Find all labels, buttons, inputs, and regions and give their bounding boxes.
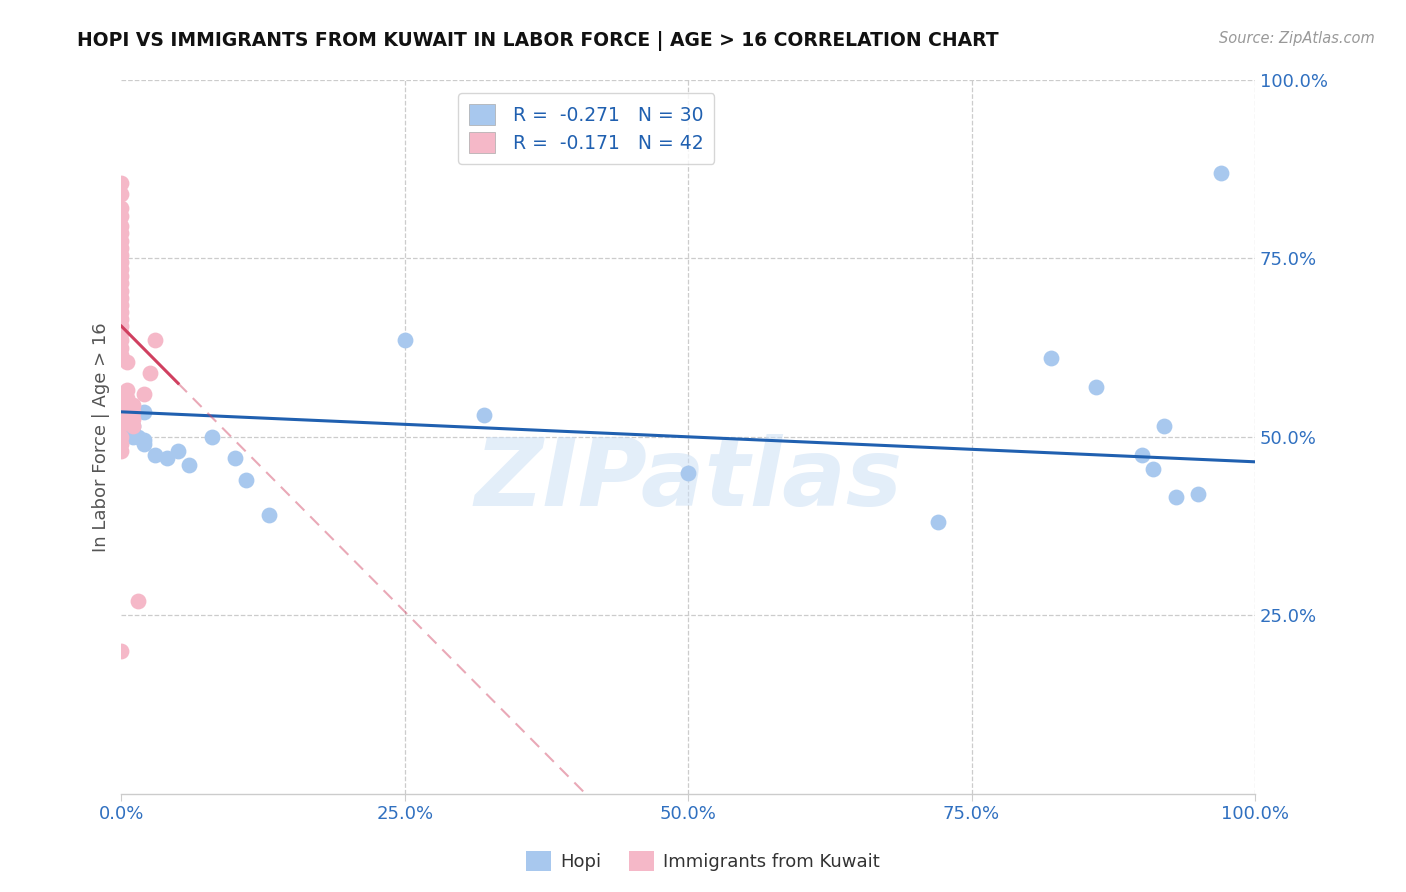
Point — [110, 312, 132, 326]
Point — [145, 334, 167, 348]
Point — [110, 319, 132, 334]
Point — [115, 416, 138, 430]
Point — [110, 298, 132, 312]
Point — [201, 430, 224, 444]
Point — [110, 341, 132, 355]
Point — [110, 291, 132, 305]
Point — [676, 466, 699, 480]
Point — [167, 444, 190, 458]
Point — [115, 405, 138, 419]
Point — [110, 644, 132, 658]
Point — [110, 277, 132, 291]
Point — [257, 508, 280, 523]
Point — [110, 241, 132, 255]
Point — [1209, 166, 1232, 180]
Point — [121, 409, 143, 423]
Point — [110, 209, 132, 223]
Point — [110, 305, 132, 319]
Point — [127, 594, 149, 608]
Point — [110, 187, 132, 202]
Point — [115, 416, 138, 430]
Point — [115, 405, 138, 419]
Point — [110, 269, 132, 284]
Point — [115, 355, 138, 369]
Point — [110, 177, 132, 191]
Point — [115, 398, 138, 412]
Point — [110, 262, 132, 277]
Point — [110, 248, 132, 262]
Point — [110, 255, 132, 269]
Point — [121, 430, 143, 444]
Text: ZIPatlas: ZIPatlas — [474, 434, 903, 525]
Point — [120, 426, 142, 441]
Point — [110, 437, 132, 451]
Point — [110, 219, 132, 234]
Point — [121, 419, 143, 434]
Point — [1187, 487, 1209, 501]
Point — [145, 448, 167, 462]
Text: HOPI VS IMMIGRANTS FROM KUWAIT IN LABOR FORCE | AGE > 16 CORRELATION CHART: HOPI VS IMMIGRANTS FROM KUWAIT IN LABOR … — [77, 31, 998, 51]
Point — [110, 444, 132, 458]
Point — [1130, 448, 1153, 462]
Point — [132, 387, 155, 401]
Point — [224, 451, 246, 466]
Point — [139, 366, 162, 380]
Point — [472, 409, 495, 423]
Point — [110, 227, 132, 241]
Point — [132, 434, 155, 448]
Point — [115, 391, 138, 405]
Point — [110, 416, 132, 430]
Legend: Hopi, Immigrants from Kuwait: Hopi, Immigrants from Kuwait — [519, 844, 887, 879]
Point — [121, 405, 143, 419]
Point — [110, 334, 132, 348]
Point — [1085, 380, 1108, 394]
Point — [121, 398, 143, 412]
Point — [132, 437, 155, 451]
Point — [110, 234, 132, 248]
Point — [394, 334, 416, 348]
Point — [110, 202, 132, 216]
Legend:  R =  -0.271   N = 30,  R =  -0.171   N = 42: R = -0.271 N = 30, R = -0.171 N = 42 — [458, 93, 714, 164]
Point — [115, 384, 138, 398]
Text: Source: ZipAtlas.com: Source: ZipAtlas.com — [1219, 31, 1375, 46]
Point — [1164, 491, 1187, 505]
Point — [1142, 462, 1164, 476]
Point — [121, 412, 143, 426]
Point — [927, 516, 949, 530]
Point — [110, 326, 132, 341]
Point — [179, 458, 201, 473]
Point — [121, 419, 143, 434]
Point — [1039, 351, 1062, 366]
Point — [110, 348, 132, 362]
Point — [110, 430, 132, 444]
Point — [110, 284, 132, 298]
Point — [235, 473, 257, 487]
Point — [1153, 419, 1175, 434]
Point — [132, 405, 155, 419]
Point — [127, 430, 149, 444]
Y-axis label: In Labor Force | Age > 16: In Labor Force | Age > 16 — [93, 322, 110, 551]
Point — [156, 451, 179, 466]
